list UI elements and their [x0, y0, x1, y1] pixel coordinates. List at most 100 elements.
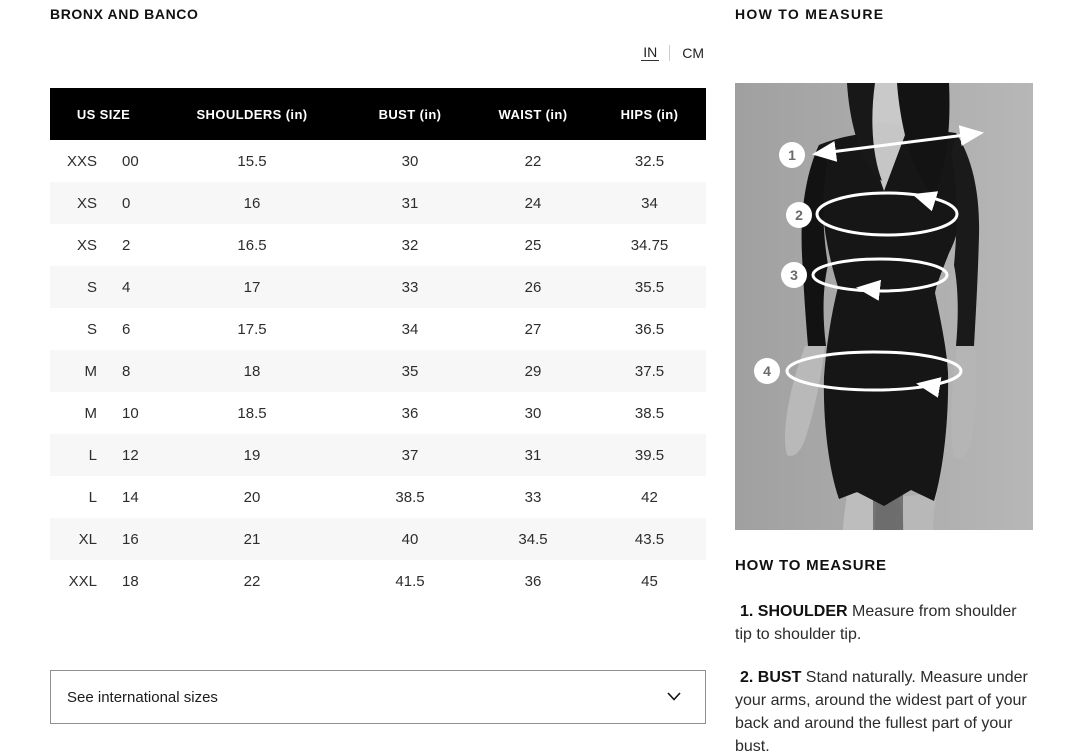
hips-measure-ring — [785, 350, 963, 392]
cell-us: 8 — [122, 362, 131, 380]
cell-shoulders: 18.5 — [237, 404, 267, 422]
cell-size: S — [86, 320, 97, 338]
size-table-row: M 10 18.5 36 30 38.5 — [50, 392, 706, 434]
instruction-shoulder-text: Measure from shoulder tip to shoulder ti… — [735, 603, 1017, 643]
dropdown-label: See international sizes — [67, 688, 218, 706]
cell-hips: 37.5 — [634, 362, 665, 380]
size-chart-table: US SIZE SHOULDERS (in) BUST (in) WAIST (… — [50, 88, 706, 602]
cell-us: 18 — [122, 572, 139, 590]
size-table-row: XL 16 21 40 34.5 43.5 — [50, 518, 706, 560]
cell-hips: 32.5 — [634, 152, 665, 170]
cell-shoulders: 22 — [243, 572, 261, 590]
cell-shoulders: 17.5 — [237, 320, 267, 338]
cell-hips: 34.75 — [630, 236, 669, 254]
cell-hips: 43.5 — [634, 530, 665, 548]
header-shoulders: SHOULDERS (in) — [157, 88, 347, 140]
cell-hips: 39.5 — [634, 446, 665, 464]
cell-bust: 41.5 — [395, 572, 425, 590]
cell-bust: 40 — [401, 530, 419, 548]
cell-bust: 34 — [401, 320, 419, 338]
cell-us: 12 — [122, 446, 139, 464]
cell-size: XL — [78, 530, 97, 548]
cell-waist: 29 — [524, 362, 542, 380]
cell-size: S — [86, 278, 97, 296]
cell-shoulders: 16 — [243, 194, 261, 212]
size-chart-header: US SIZE SHOULDERS (in) BUST (in) WAIST (… — [50, 88, 706, 140]
cell-bust: 38.5 — [395, 488, 425, 506]
cell-bust: 33 — [401, 278, 419, 296]
cell-waist: 34.5 — [518, 530, 548, 548]
size-table-row: XS 0 16 31 24 34 — [50, 182, 706, 224]
cell-waist: 36 — [524, 572, 542, 590]
cell-hips: 35.5 — [634, 278, 665, 296]
cell-waist: 26 — [524, 278, 542, 296]
cell-size: XS — [76, 236, 97, 254]
cell-shoulders: 17 — [243, 278, 261, 296]
bust-measure-ring — [815, 191, 959, 237]
brand-title: BRONX AND BANCO — [50, 6, 199, 22]
marker-number-3: 3 — [790, 267, 798, 283]
instruction-shoulder: 1. SHOULDER Measure from shoulder tip to… — [735, 600, 1035, 646]
unit-cm-button[interactable]: CM — [682, 44, 704, 61]
cell-bust: 37 — [401, 446, 419, 464]
cell-shoulders: 18 — [243, 362, 261, 380]
size-table-row: L 14 20 38.5 33 42 — [50, 476, 706, 518]
unit-toggle: IN CM — [641, 44, 706, 61]
size-table-row: XS 2 16.5 32 25 34.75 — [50, 224, 706, 266]
size-table-row: XXL 18 22 41.5 36 45 — [50, 560, 706, 602]
cell-size: XXL — [68, 572, 97, 590]
marker-number-4: 4 — [763, 363, 771, 379]
unit-in-button[interactable]: IN — [641, 44, 660, 61]
cell-us: 4 — [122, 278, 131, 296]
cell-size: L — [88, 488, 97, 506]
cell-hips: 34 — [641, 194, 658, 212]
international-sizes-dropdown[interactable]: See international sizes — [50, 670, 706, 724]
cell-waist: 30 — [524, 404, 542, 422]
cell-us: 0 — [122, 194, 131, 212]
size-table-row: S 4 17 33 26 35.5 — [50, 266, 706, 308]
size-table-row: L 12 19 37 31 39.5 — [50, 434, 706, 476]
cell-us: 16 — [122, 530, 139, 548]
cell-waist: 24 — [524, 194, 542, 212]
chevron-down-icon — [667, 688, 681, 706]
cell-hips: 42 — [641, 488, 658, 506]
dress-silhouette — [818, 130, 964, 506]
cell-size: M — [84, 362, 98, 380]
cell-hips: 36.5 — [634, 320, 665, 338]
cell-bust: 36 — [401, 404, 419, 422]
header-us-size: US SIZE — [50, 88, 157, 140]
instruction-shoulder-label: 1. SHOULDER — [740, 603, 848, 620]
shoulder-measure-arrow — [812, 125, 984, 162]
cell-size: XXS — [66, 152, 97, 170]
cell-shoulders: 16.5 — [237, 236, 267, 254]
cell-bust: 35 — [401, 362, 419, 380]
instruction-bust-label: 2. BUST — [740, 669, 802, 686]
cell-us: 6 — [122, 320, 131, 338]
cell-size: L — [88, 446, 97, 464]
header-waist: WAIST (in) — [473, 88, 593, 140]
cell-waist: 27 — [524, 320, 542, 338]
cell-shoulders: 21 — [243, 530, 261, 548]
cell-shoulders: 15.5 — [237, 152, 267, 170]
header-hips: HIPS (in) — [593, 88, 706, 140]
cell-bust: 30 — [401, 152, 419, 170]
cell-us: 2 — [122, 236, 131, 254]
header-bust: BUST (in) — [347, 88, 473, 140]
how-to-measure-heading: HOW TO MEASURE — [735, 557, 887, 574]
cell-bust: 31 — [401, 194, 419, 212]
instruction-bust: 2. BUST Stand naturally. Measure under y… — [735, 666, 1035, 754]
size-table-row: S 6 17.5 34 27 36.5 — [50, 308, 706, 350]
cell-us: 00 — [122, 152, 139, 170]
cell-size: M — [84, 404, 98, 422]
size-table-row: XXS 00 15.5 30 22 32.5 — [50, 140, 706, 182]
measurement-guide-image: 1 2 3 4 — [735, 83, 1033, 530]
instruction-bust-text: Stand naturally. Measure under your arms… — [735, 669, 1028, 754]
how-to-measure-column: HOW TO MEASURE — [735, 0, 1035, 754]
cell-waist: 22 — [524, 152, 542, 170]
cell-bust: 32 — [401, 236, 419, 254]
marker-number-2: 2 — [795, 207, 803, 223]
marker-number-1: 1 — [788, 147, 796, 163]
cell-us: 14 — [122, 488, 139, 506]
size-table-row: M 8 18 35 29 37.5 — [50, 350, 706, 392]
